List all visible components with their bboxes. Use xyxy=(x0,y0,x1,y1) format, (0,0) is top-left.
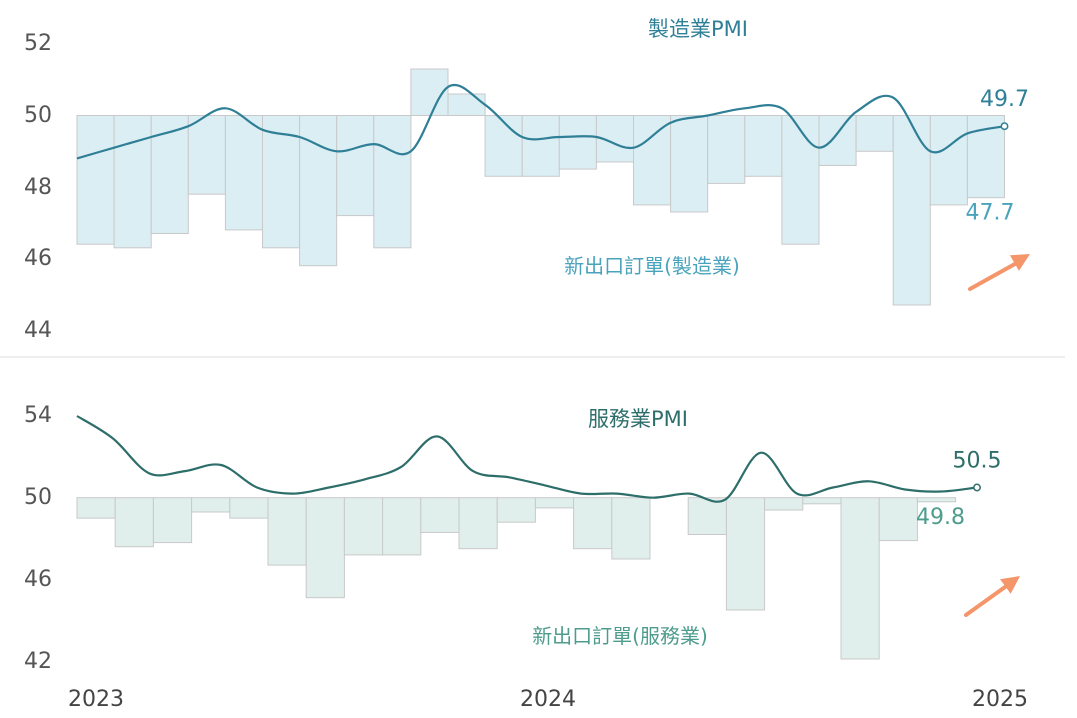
trend-arrow-shaft xyxy=(968,258,1024,291)
y-tick-label: 54 xyxy=(24,403,52,428)
bar xyxy=(534,497,575,509)
bar xyxy=(336,115,375,217)
bar xyxy=(152,497,193,544)
bar xyxy=(343,497,384,556)
bar xyxy=(150,115,189,234)
bar xyxy=(420,497,460,533)
line-end-point xyxy=(1000,122,1009,131)
x-tick-label: 2025 xyxy=(972,687,1028,712)
bar xyxy=(916,497,957,503)
bar-series-name: 新出口訂單(服務業) xyxy=(532,624,708,648)
y-tick-label: 46 xyxy=(24,246,52,271)
bar xyxy=(802,497,842,505)
trend-arrow-icon xyxy=(964,576,1020,617)
bar xyxy=(114,497,154,548)
bar xyxy=(224,115,263,231)
bar xyxy=(447,93,486,116)
line-end-label: 49.7 xyxy=(980,87,1029,112)
bar xyxy=(496,497,536,523)
bar xyxy=(558,115,597,170)
bar xyxy=(670,115,709,213)
bar-series xyxy=(76,68,1006,306)
bar xyxy=(818,115,857,166)
trend-arrow-head xyxy=(1009,254,1030,271)
line-series xyxy=(76,415,978,503)
bar xyxy=(764,497,804,511)
y-tick-label: 44 xyxy=(24,318,52,343)
trend-arrow-icon xyxy=(968,254,1030,291)
panel-services: 54 50 46 42 服務業PMI 新出口訂單(服務業) 50.5 49.8 xyxy=(24,403,1020,674)
bar xyxy=(382,497,422,556)
x-tick-label: 2024 xyxy=(520,687,576,712)
bar xyxy=(855,115,894,152)
bar xyxy=(76,497,116,519)
bar xyxy=(633,115,672,206)
bar xyxy=(744,115,783,177)
bar xyxy=(707,115,746,184)
line-series xyxy=(76,84,1005,160)
bar xyxy=(611,497,651,560)
bar xyxy=(929,115,968,206)
line-series-name: 服務業PMI xyxy=(588,407,688,431)
bar-series xyxy=(76,497,957,660)
line-series-name: 製造業PMI xyxy=(648,17,748,41)
y-tick-label: 46 xyxy=(24,567,52,592)
bar xyxy=(267,497,307,566)
panel-manufacturing: 52 50 48 46 44 製造業PMI 新出口訂單(製造業) 49.7 47.7 xyxy=(24,17,1030,343)
bar-end-label: 47.7 xyxy=(966,201,1015,226)
y-tick-label: 50 xyxy=(24,485,52,510)
y-tick-label: 48 xyxy=(24,175,52,200)
x-axis: 2023 2024 2025 xyxy=(68,687,1028,712)
bar-series-name: 新出口訂單(製造業) xyxy=(564,254,740,278)
bar xyxy=(373,115,412,249)
bar xyxy=(229,497,269,519)
y-tick-label: 52 xyxy=(24,31,52,56)
bar xyxy=(262,115,301,249)
bar xyxy=(878,497,918,542)
bar xyxy=(781,115,820,245)
line-end-point xyxy=(973,483,981,492)
bar xyxy=(484,115,523,177)
bar xyxy=(299,115,338,267)
trend-arrow-head xyxy=(1000,576,1020,594)
y-tick-label: 50 xyxy=(24,103,52,128)
trend-arrow-shaft xyxy=(964,580,1014,617)
bar xyxy=(191,497,231,513)
bar xyxy=(892,115,931,306)
bar xyxy=(458,497,498,550)
bar-end-label: 49.8 xyxy=(916,505,965,530)
bar xyxy=(840,497,880,660)
bar xyxy=(725,497,766,611)
bar xyxy=(76,115,115,245)
bar xyxy=(305,497,345,599)
bar xyxy=(113,115,152,249)
x-tick-label: 2023 xyxy=(68,687,124,712)
y-tick-label: 42 xyxy=(24,649,52,674)
bar xyxy=(573,497,613,550)
line-end-label: 50.5 xyxy=(953,449,1002,474)
bar xyxy=(521,115,560,177)
bar xyxy=(187,115,226,195)
bar xyxy=(687,497,727,536)
